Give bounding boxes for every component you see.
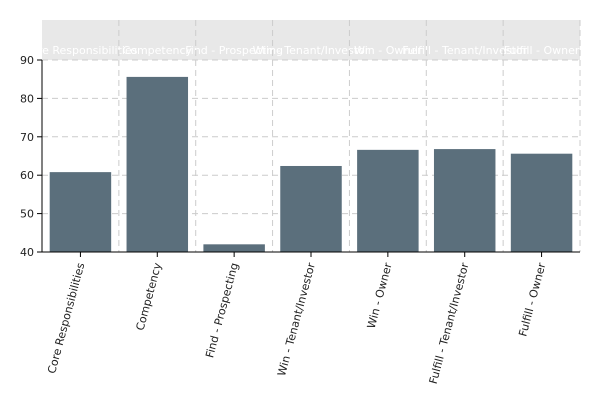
x-tick-labels: Core Responsibilities Competency Find - Pr… bbox=[45, 252, 549, 385]
bar bbox=[126, 76, 189, 253]
x-tick-label: Find - Prospecting bbox=[203, 261, 241, 359]
x-tick-label: Win - Tenant/Investor bbox=[275, 261, 318, 378]
header-category-label: Win - Owner bbox=[354, 44, 422, 57]
bar bbox=[49, 172, 112, 252]
bar bbox=[203, 244, 265, 252]
header-category-label: Find - Prospecting bbox=[185, 44, 283, 57]
x-tick-label: Core Responsibilities bbox=[45, 261, 87, 375]
bar bbox=[510, 153, 573, 252]
bars bbox=[49, 76, 573, 253]
x-tick-label: Fulfill - Owner bbox=[516, 261, 548, 338]
header-band-bg bbox=[42, 20, 580, 60]
x-tick-label: Competency bbox=[134, 261, 165, 332]
bar bbox=[280, 165, 342, 252]
y-tick-label: 40 bbox=[20, 246, 34, 259]
bar bbox=[433, 149, 496, 252]
x-tick-label: Win - Owner bbox=[365, 261, 395, 330]
bar bbox=[357, 149, 419, 252]
y-tick-label: 90 bbox=[20, 54, 34, 67]
gridlines bbox=[42, 20, 581, 252]
y-tick-label: 60 bbox=[20, 169, 34, 182]
y-tick-label: 70 bbox=[20, 131, 34, 144]
header-category-label: Fulfill - Tenant/Investor bbox=[402, 44, 527, 57]
y-tick-labels: 40 50 60 70 80 90 bbox=[20, 54, 42, 259]
y-tick-label: 50 bbox=[20, 208, 34, 221]
y-tick-label: 80 bbox=[20, 92, 34, 105]
header-category-label: Fulfill - Owner bbox=[504, 44, 580, 57]
x-tick-label: Fulfill - Tenant/Investor bbox=[427, 261, 472, 385]
header-category-label: Competency bbox=[123, 44, 193, 57]
header-category-label: Win - Tenant/Investor bbox=[253, 44, 370, 57]
header-category-label: Core Responsibilities bbox=[23, 44, 137, 57]
